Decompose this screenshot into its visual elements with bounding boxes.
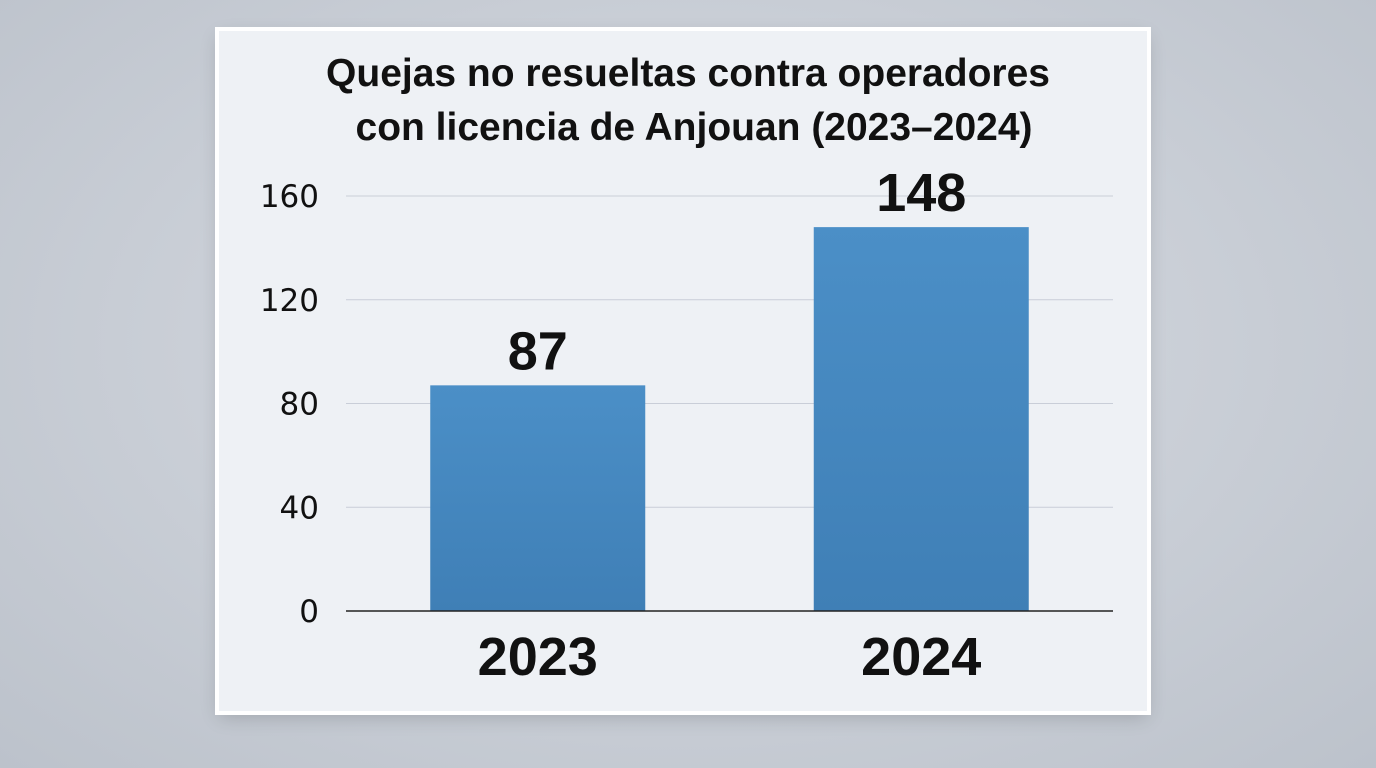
x-axis-ticks: 2023 2024 — [478, 627, 982, 687]
x-tick-label-2023: 2023 — [478, 627, 598, 687]
y-tick-label: 80 — [280, 387, 319, 423]
bars — [430, 227, 1029, 611]
y-axis-ticks: 0 40 80 120 160 — [260, 179, 319, 630]
bar-2023 — [430, 385, 646, 611]
data-label-2024: 148 — [876, 163, 966, 223]
bar-2024 — [813, 227, 1029, 611]
chart-title-line-2: con licencia de Anjouan (2023–2024) — [356, 106, 1033, 149]
data-labels: 87 148 — [508, 163, 967, 381]
x-tick-label-2024: 2024 — [861, 627, 981, 687]
y-tick-label: 0 — [299, 594, 319, 630]
chart-title-line-1: Quejas no resueltas contra operadores — [326, 52, 1050, 95]
y-tick-label: 40 — [280, 490, 319, 526]
y-tick-label: 120 — [260, 283, 319, 319]
y-tick-label: 160 — [260, 179, 319, 215]
data-label-2023: 87 — [508, 321, 568, 381]
